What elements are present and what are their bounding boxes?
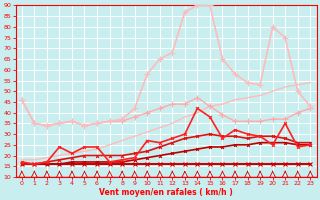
X-axis label: Vent moyen/en rafales ( km/h ): Vent moyen/en rafales ( km/h ) (99, 188, 233, 197)
